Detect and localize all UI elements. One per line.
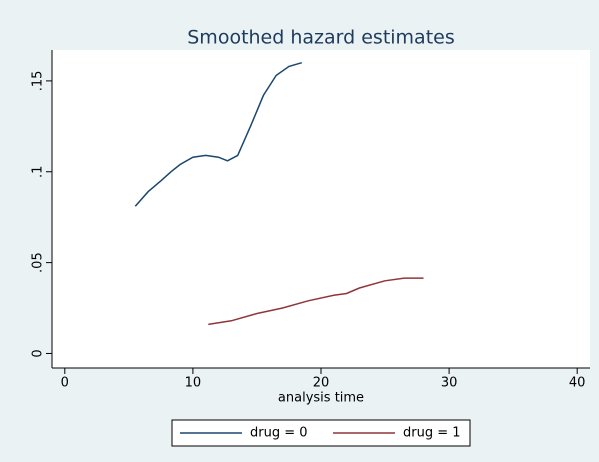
x-tick-label: 30 <box>441 376 458 391</box>
chart-title: Smoothed hazard estimates <box>187 27 454 49</box>
plot-area <box>52 50 590 368</box>
y-tick-label: .1 <box>31 166 46 178</box>
line-series <box>134 61 303 207</box>
legend-label: drug = 0 <box>250 426 308 441</box>
x-axis-label: analysis time <box>278 391 364 406</box>
y-tick-label: 0 <box>31 349 46 357</box>
y-tick-label: .15 <box>31 71 46 92</box>
line-series <box>208 277 424 326</box>
x-tick-label: 40 <box>569 376 586 391</box>
y-tick-label: .05 <box>31 252 46 273</box>
legend-label: drug = 1 <box>403 426 461 441</box>
x-tick-label: 10 <box>185 376 202 391</box>
x-tick-label: 20 <box>313 376 330 391</box>
x-tick-label: 0 <box>61 376 69 391</box>
